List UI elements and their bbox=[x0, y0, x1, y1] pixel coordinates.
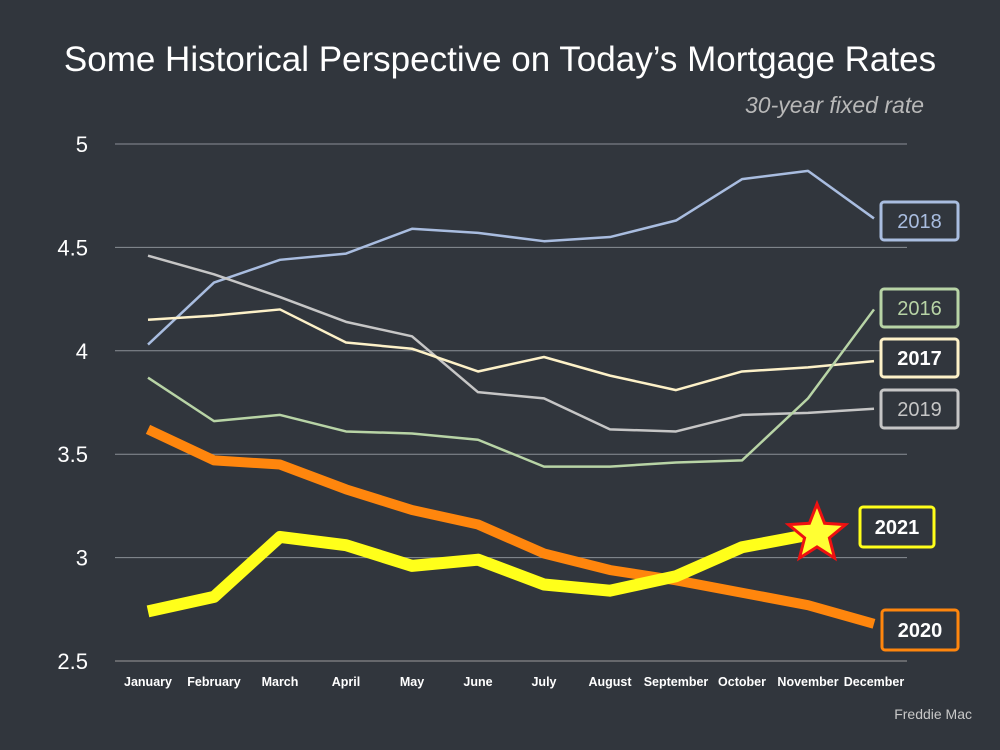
series-label-box bbox=[879, 287, 960, 329]
series-label-2019: 2019 bbox=[879, 388, 960, 430]
series-line-2018 bbox=[147, 169, 875, 346]
series-label-text: 2018 bbox=[897, 211, 942, 233]
y-tick-label: 3.5 bbox=[57, 442, 88, 467]
series-label-box bbox=[879, 388, 960, 430]
x-tick-label: May bbox=[400, 675, 424, 689]
series-label-2020: 2020 bbox=[880, 608, 960, 652]
series-label-2021: 2021 bbox=[858, 505, 936, 549]
x-tick-label: November bbox=[777, 675, 838, 689]
source-note: Freddie Mac bbox=[894, 706, 972, 722]
series-line-2021 bbox=[146, 528, 810, 618]
series-label-box bbox=[880, 608, 960, 652]
x-tick-label: October bbox=[718, 675, 766, 689]
series-label-text: 2020 bbox=[898, 620, 943, 642]
x-tick-label: January bbox=[124, 675, 172, 689]
x-tick-label: March bbox=[262, 675, 299, 689]
x-tick-label: July bbox=[531, 675, 556, 689]
x-tick-label: June bbox=[463, 675, 492, 689]
series-label-2017: 2017 bbox=[879, 337, 960, 379]
x-tick-label: February bbox=[187, 675, 241, 689]
series-label-text: 2017 bbox=[897, 348, 942, 370]
series-label-text: 2019 bbox=[897, 399, 942, 421]
series-label-box bbox=[879, 337, 960, 379]
chart-title: Some Historical Perspective on Today’s M… bbox=[63, 40, 937, 79]
y-tick-label: 4 bbox=[76, 339, 88, 364]
x-tick-label: August bbox=[588, 675, 632, 689]
y-tick-label: 5 bbox=[76, 132, 88, 157]
series-line-2020 bbox=[145, 424, 876, 629]
x-tick-label: December bbox=[844, 675, 905, 689]
chart-subtitle: 30-year fixed rate bbox=[745, 92, 924, 118]
x-tick-label: September bbox=[644, 675, 709, 689]
y-tick-label: 4.5 bbox=[57, 235, 88, 260]
series-label-text: 2021 bbox=[875, 517, 920, 539]
star-icon bbox=[784, 499, 850, 562]
series-label-box bbox=[858, 505, 936, 549]
series-label-text: 2016 bbox=[897, 298, 942, 320]
y-tick-label: 3 bbox=[76, 546, 88, 571]
series-line-2019 bbox=[147, 254, 875, 433]
series-label-2018: 2018 bbox=[879, 200, 960, 242]
series-line-2016 bbox=[147, 308, 876, 468]
series-label-box bbox=[879, 200, 960, 242]
series-label-2016: 2016 bbox=[879, 287, 960, 329]
series-line-2017 bbox=[147, 308, 875, 392]
y-tick-label: 2.5 bbox=[57, 649, 88, 674]
x-tick-label: April bbox=[332, 675, 360, 689]
